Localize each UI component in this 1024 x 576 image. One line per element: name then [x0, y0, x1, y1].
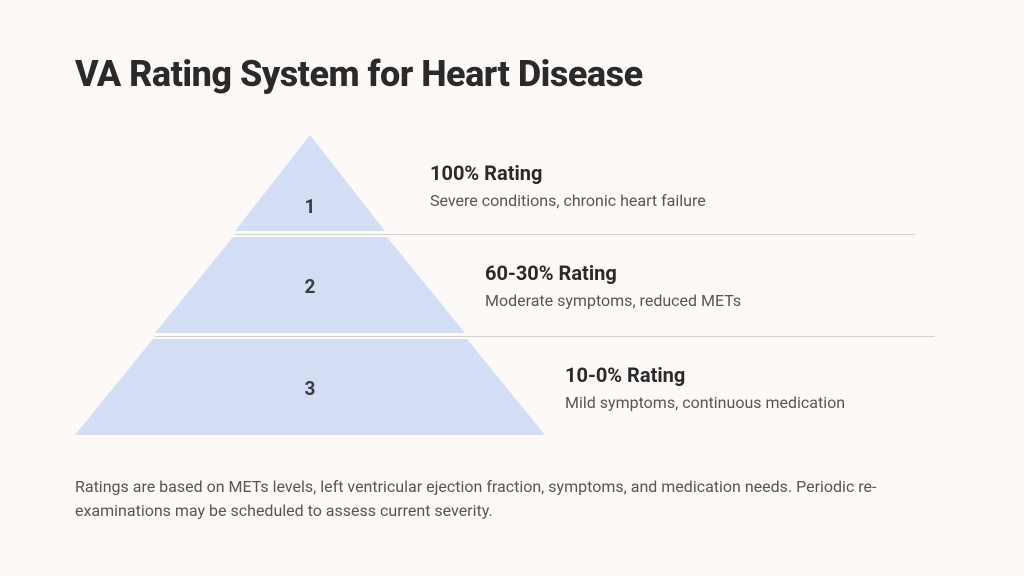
tier-3-title: 10-0% Rating	[565, 363, 935, 387]
tier-3-text: 10-0% Rating Mild symptoms, continuous m…	[565, 363, 935, 412]
pyramid-diagram: 1 2 3 100% Rating Severe conditions, chr…	[75, 135, 949, 455]
tier-1-text: 100% Rating Severe conditions, chronic h…	[430, 161, 890, 210]
tier-2-text: 60-30% Rating Moderate symptoms, reduced…	[485, 261, 905, 310]
tier-divider-1	[235, 234, 915, 235]
tier-divider-2	[155, 336, 935, 337]
tier-1-title: 100% Rating	[430, 161, 890, 185]
page-title: VA Rating System for Heart Disease	[75, 55, 949, 95]
tier-2-title: 60-30% Rating	[485, 261, 905, 285]
tier-3-desc: Mild symptoms, continuous medication	[565, 393, 935, 412]
footer-note: Ratings are based on METs levels, left v…	[75, 475, 949, 525]
tier-1-number: 1	[300, 195, 320, 218]
tier-3-number: 3	[300, 377, 320, 400]
tier-2-desc: Moderate symptoms, reduced METs	[485, 291, 905, 310]
tier-2-number: 2	[300, 275, 320, 298]
tier-1-desc: Severe conditions, chronic heart failure	[430, 191, 890, 210]
